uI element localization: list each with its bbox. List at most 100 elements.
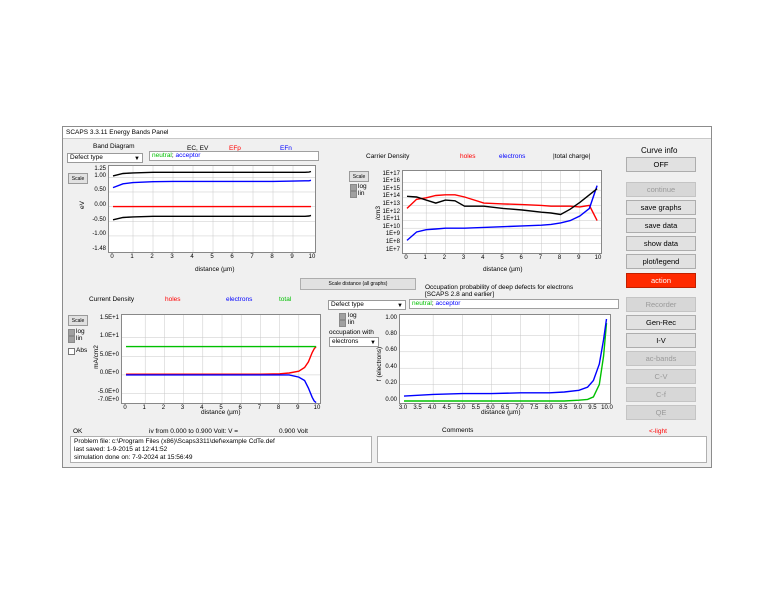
problem-file-path: Problem file: c:\Program Files (x86)\Sca… bbox=[74, 438, 275, 445]
band-ytick: -1.00 bbox=[92, 231, 106, 238]
band-scale-button[interactable]: Scale bbox=[68, 173, 88, 184]
current-log-radio[interactable] bbox=[68, 329, 75, 336]
current-xtick: 6 bbox=[238, 405, 242, 411]
current-xtick: 3 bbox=[180, 405, 185, 411]
current-abs-checkbox[interactable] bbox=[68, 348, 75, 355]
current-xtick: 5 bbox=[219, 405, 223, 411]
ac-bands-button[interactable]: ac-bands bbox=[626, 351, 696, 366]
occupation-xtick: 5.0 bbox=[457, 405, 466, 411]
band-xlabel: distance (µm) bbox=[195, 266, 235, 273]
carrier-legend-total: |total charge| bbox=[553, 153, 591, 160]
band-ytick: 1.25 bbox=[94, 165, 106, 172]
comments-label: Comments bbox=[442, 427, 474, 434]
occupation-carrier-select[interactable]: electrons ▼ bbox=[329, 337, 379, 347]
carrier-xtick: 5 bbox=[500, 255, 504, 261]
series-ec-line bbox=[112, 170, 312, 177]
carrier-lin-radio[interactable] bbox=[350, 191, 357, 198]
occupation-xtick: 8.5 bbox=[559, 405, 568, 411]
carrier-ytick: 1E+7 bbox=[385, 246, 400, 253]
carrier-legend-holes: holes bbox=[460, 153, 476, 160]
carrier-scale-button[interactable]: Scale bbox=[349, 171, 369, 182]
occupation-xtick: 6.5 bbox=[500, 405, 510, 411]
band-xtick: 6 bbox=[230, 254, 234, 260]
band-xtick: 3 bbox=[170, 254, 174, 260]
carrier-xtick: 10 bbox=[594, 255, 602, 261]
occupation-lin-radio[interactable] bbox=[339, 320, 346, 327]
current-ytick: 5.0E+0 bbox=[99, 351, 119, 358]
band-diagram-svg bbox=[109, 166, 315, 252]
curve-info-label: Curve info bbox=[641, 146, 678, 155]
carrier-xtick: 3 bbox=[461, 255, 466, 261]
carrier-ytick: 1E+16 bbox=[382, 178, 400, 185]
band-ytick: -0.50 bbox=[92, 216, 106, 223]
action-button[interactable]: action bbox=[626, 273, 696, 288]
occupation-defect-acceptor: acceptor bbox=[435, 300, 461, 307]
carrier-xtick: 6 bbox=[519, 255, 523, 261]
band-defect-type-select[interactable]: Defect type ▼ bbox=[67, 153, 143, 163]
band-defect-text[interactable]: neutral; acceptor bbox=[149, 151, 319, 161]
occupation-xtick: 7.0 bbox=[515, 405, 524, 411]
carrier-xtick: 0 bbox=[404, 255, 408, 261]
plot-legend-button[interactable]: plot/legend bbox=[626, 254, 696, 269]
off-button[interactable]: OFF bbox=[626, 157, 696, 172]
continue-button[interactable]: continue bbox=[626, 182, 696, 197]
c-v-button[interactable]: C-V bbox=[626, 369, 696, 384]
occupation-log-radio[interactable] bbox=[339, 313, 346, 320]
series-electrons-line bbox=[406, 185, 598, 241]
current-legend-electrons: electrons bbox=[226, 296, 253, 303]
i-v-button[interactable]: I-V bbox=[626, 333, 696, 348]
band-legend-ec-ev: EC, EV bbox=[187, 145, 209, 152]
occupation-plot bbox=[399, 314, 611, 404]
carrier-density-title: Carrier Density bbox=[366, 153, 410, 160]
carrier-ytick: 1E+17 bbox=[382, 170, 400, 177]
band-defect-acceptor: acceptor bbox=[175, 152, 201, 159]
window-title: SCAPS 3.3.11 Energy Bands Panel bbox=[63, 127, 711, 139]
current-xtick: 9 bbox=[296, 405, 300, 411]
save-data-button[interactable]: save data bbox=[626, 218, 696, 233]
occupation-xtick: 4.5 bbox=[442, 405, 451, 411]
occupation-defect-text[interactable]: neutral; acceptor bbox=[409, 299, 619, 309]
carrier-density-plot bbox=[402, 170, 602, 254]
current-ytick: 1.0E+1 bbox=[99, 333, 119, 340]
occupation-log-label: log bbox=[348, 312, 357, 319]
carrier-xlabel: distance (µm) bbox=[483, 266, 523, 273]
occupation-xlabel: distance (µm) bbox=[481, 409, 521, 416]
recorder-button[interactable]: Recorder bbox=[626, 297, 696, 312]
current-density-title: Current Density bbox=[89, 296, 135, 303]
series-holes-line bbox=[126, 346, 317, 375]
current-scale-button[interactable]: Scale bbox=[68, 315, 88, 326]
current-xtick: 4 bbox=[200, 405, 204, 411]
carrier-legend-electrons: electrons bbox=[499, 153, 526, 160]
band-xtick: 8 bbox=[270, 254, 274, 260]
carrier-log-radio[interactable] bbox=[350, 184, 357, 191]
band-ylabel: eV bbox=[78, 201, 86, 209]
current-lin-radio[interactable] bbox=[68, 336, 75, 343]
current-ytick: 1.5E+1 bbox=[99, 314, 119, 321]
chevron-down-icon: ▼ bbox=[370, 340, 376, 346]
current-lin-label: lin bbox=[76, 335, 83, 342]
gen-rec-button[interactable]: Gen-Rec bbox=[626, 315, 696, 330]
last-saved: last saved: 1-9-2015 at 12:41:52 bbox=[74, 446, 168, 453]
band-xtick: 1 bbox=[130, 254, 134, 260]
occupation-svg bbox=[400, 315, 610, 403]
carrier-ytick: 1E+15 bbox=[382, 185, 400, 192]
save-graphs-button[interactable]: save graphs bbox=[626, 200, 696, 215]
occupation-defect-type-select[interactable]: Defect type ▼ bbox=[328, 300, 406, 310]
occupation-xtick: 4.0 bbox=[427, 405, 437, 411]
scale-distance-all-button[interactable]: Scale distance (all graphs) bbox=[300, 278, 416, 290]
series-electrons-line bbox=[126, 374, 317, 403]
occupation-xtick: 10.0 bbox=[601, 405, 613, 411]
qe-button[interactable]: QE bbox=[626, 405, 696, 420]
comments-box[interactable] bbox=[377, 436, 707, 463]
show-data-button[interactable]: show data bbox=[626, 236, 696, 251]
band-legend-efp: EFp bbox=[229, 145, 241, 152]
c-f-button[interactable]: C-f bbox=[626, 387, 696, 402]
chevron-down-icon: ▼ bbox=[397, 303, 403, 309]
simulation-done: simulation done on: 7-9-2024 at 15:56:49 bbox=[74, 454, 193, 461]
carrier-ytick: 1E+10 bbox=[382, 223, 400, 230]
occupation-xtick: 9.5 bbox=[588, 405, 597, 411]
carrier-xtick: 8 bbox=[557, 255, 562, 261]
current-ytick: -7.0E+0 bbox=[97, 396, 119, 403]
carrier-ytick: 1E+13 bbox=[382, 200, 400, 207]
occupation-ytick: 0.60 bbox=[385, 347, 397, 354]
